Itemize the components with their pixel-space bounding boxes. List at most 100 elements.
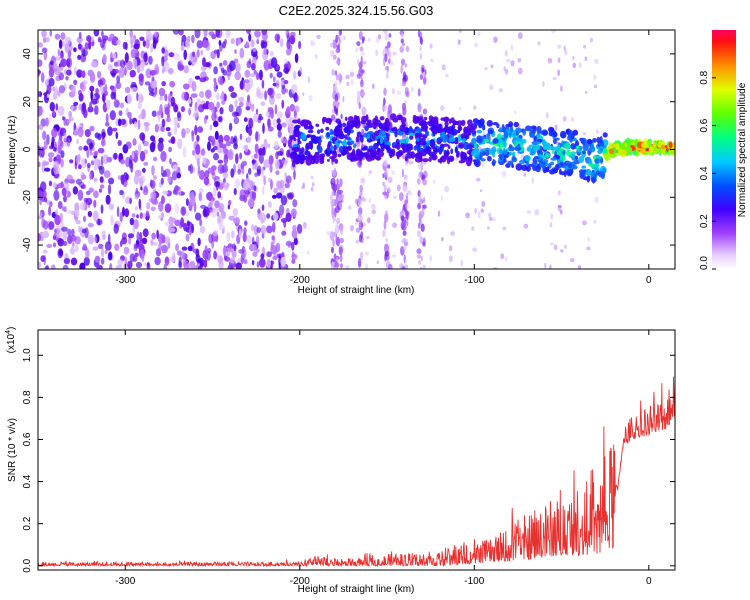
heatmap-cell — [38, 233, 42, 242]
heatmap-cell — [222, 60, 228, 66]
heatmap-signal-cell — [548, 126, 555, 133]
heatmap-cell — [198, 188, 204, 194]
heatmap-cell — [358, 102, 361, 110]
heatmap-cell — [401, 168, 404, 178]
heatmap-signal-cell — [423, 116, 428, 121]
heatmap-cell — [118, 110, 123, 116]
heatmap-signal-cell — [530, 125, 537, 130]
heatmap-signal-cell — [307, 129, 314, 134]
heatmap-cell — [336, 217, 341, 225]
heatmap-signal-cell — [420, 121, 424, 126]
x-tick-label: 0 — [646, 275, 652, 286]
heatmap-cell — [416, 178, 421, 185]
heatmap-cell — [38, 142, 41, 147]
heatmap-signal-cell — [350, 140, 355, 144]
heatmap-cell — [53, 61, 58, 69]
heatmap-cell — [279, 204, 285, 216]
heatmap-cell — [151, 76, 155, 82]
heatmap-signal-cell — [426, 142, 430, 147]
heatmap-cell — [42, 130, 47, 141]
heatmap-cell — [120, 174, 125, 185]
heatmap-cell — [334, 93, 339, 102]
heatmap-cell — [311, 182, 315, 187]
heatmap-cell — [537, 41, 541, 46]
svg-text:(x104): (x104) — [5, 327, 17, 354]
heatmap-cell — [145, 68, 152, 79]
heatmap-cell — [240, 163, 244, 170]
heatmap-cell — [63, 132, 67, 142]
heatmap-cell — [262, 122, 265, 134]
heatmap-cell — [62, 230, 68, 241]
heatmap-cell — [49, 60, 54, 66]
heatmap-cell — [391, 88, 395, 95]
heatmap-cell — [64, 36, 72, 45]
heatmap-cell — [40, 72, 45, 83]
heatmap-cell — [187, 35, 191, 43]
heatmap-cell — [49, 30, 53, 37]
heatmap-cell — [53, 164, 58, 176]
heatmap-cell — [93, 199, 97, 208]
heatmap-signal-cell — [359, 155, 363, 162]
heatmap-cell — [112, 53, 117, 60]
heatmap-cell — [371, 209, 377, 215]
heatmap-cell — [110, 57, 114, 63]
heatmap-signal-cell — [492, 138, 499, 144]
heatmap-signal-cell — [487, 129, 494, 135]
heatmap-cell — [98, 188, 103, 193]
heatmap-cell — [289, 103, 295, 112]
heatmap-signal-cell — [668, 141, 673, 148]
heatmap-signal-cell — [367, 124, 373, 128]
heatmap-cell — [498, 88, 503, 93]
heatmap-signal-cell — [337, 153, 342, 158]
heatmap-cell — [196, 98, 202, 106]
heatmap-cell — [72, 186, 79, 195]
heatmap-cell — [228, 122, 233, 132]
heatmap-signal-cell — [404, 156, 408, 162]
heatmap-cell — [223, 154, 228, 165]
heatmap-cell — [125, 173, 130, 181]
heatmap-signal-cell — [587, 176, 591, 181]
heatmap-cell — [338, 246, 343, 256]
heatmap-cell — [404, 220, 407, 225]
heatmap-cell — [203, 30, 208, 38]
heatmap-cell — [382, 181, 385, 187]
heatmap-cell — [57, 48, 61, 57]
heatmap-cell — [263, 159, 271, 168]
heatmap-cell — [195, 144, 201, 155]
heatmap-cell — [67, 50, 72, 58]
heatmap-cell — [259, 258, 266, 268]
snr-series — [38, 376, 675, 568]
heatmap-cell — [331, 246, 334, 254]
heatmap-cell — [82, 80, 88, 85]
heatmap-cell — [577, 265, 581, 269]
heatmap-signal-cell — [499, 142, 503, 149]
heatmap-cell — [308, 95, 313, 102]
heatmap-cell — [286, 39, 291, 50]
heatmap-signal-cell — [515, 127, 522, 134]
heatmap-signal-cell — [350, 158, 354, 162]
heatmap-cell — [382, 191, 388, 196]
heatmap-cell — [93, 150, 99, 156]
heatmap-signal-cell — [325, 126, 330, 131]
heatmap-cell — [123, 246, 130, 255]
heatmap-cell — [182, 146, 187, 158]
heatmap-cell — [231, 230, 235, 239]
heatmap-cell — [429, 43, 433, 49]
heatmap-signal-cell — [410, 151, 416, 159]
heatmap-cell — [143, 161, 149, 166]
heatmap-cell — [180, 206, 187, 216]
heatmap-cell — [73, 79, 78, 86]
heatmap-cell — [281, 139, 288, 144]
heatmap-signal-cell — [498, 127, 503, 133]
heatmap-signal-cell — [507, 160, 514, 165]
heatmap-signal-cell — [326, 132, 330, 138]
snr-x-axis-label: Height of straight line (km) — [298, 584, 415, 595]
snr-multiplier-base: (x10 — [6, 333, 17, 353]
heatmap-cell — [418, 260, 421, 265]
heatmap-cell — [113, 223, 119, 234]
heatmap-signal-cell — [428, 156, 432, 162]
heatmap-signal-cell — [334, 158, 339, 164]
heatmap-signal-cell — [541, 139, 546, 146]
heatmap-signal-cell — [441, 131, 446, 137]
heatmap-signal-cell — [329, 156, 334, 160]
